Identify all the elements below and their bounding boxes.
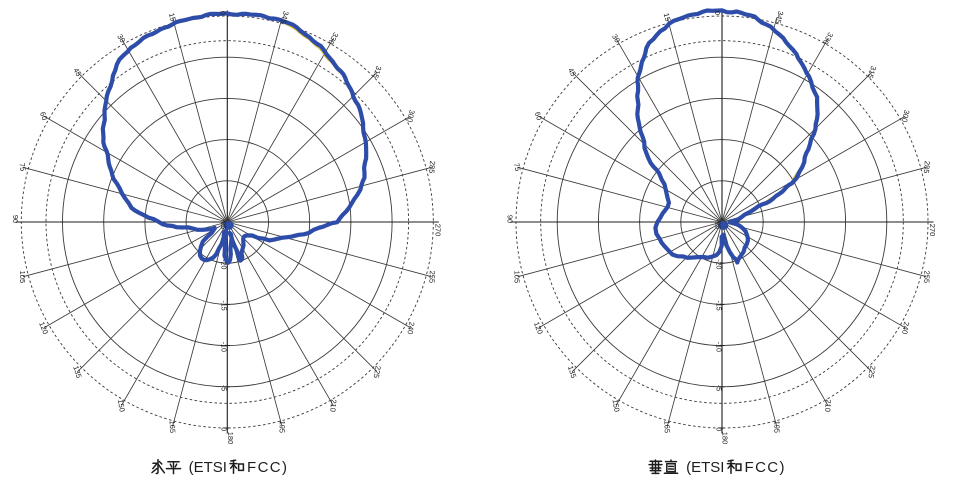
svg-text:270: 270: [928, 224, 937, 237]
svg-text:255: 255: [922, 270, 931, 283]
svg-text:75: 75: [512, 162, 522, 172]
svg-text:270: 270: [433, 224, 442, 237]
svg-text:345: 345: [279, 10, 291, 24]
svg-text:FCC): FCC): [745, 459, 786, 476]
svg-text:135: 135: [566, 365, 578, 380]
svg-text:180: 180: [226, 432, 235, 445]
svg-text:FCC): FCC): [247, 459, 288, 476]
svg-text:300: 300: [900, 109, 912, 123]
svg-text:0: 0: [220, 427, 227, 431]
svg-text:90: 90: [506, 215, 515, 223]
svg-text:225: 225: [866, 365, 877, 379]
svg-text:195: 195: [277, 420, 286, 433]
svg-text:150: 150: [610, 399, 621, 413]
svg-text:285: 285: [922, 160, 932, 173]
svg-text:15: 15: [167, 12, 178, 22]
svg-text:-15: -15: [220, 301, 227, 311]
svg-text:-5: -5: [714, 385, 721, 391]
svg-text:(ETSI: (ETSI: [686, 459, 724, 476]
svg-text:0: 0: [218, 11, 227, 15]
svg-text:120: 120: [532, 321, 545, 336]
svg-text:105: 105: [18, 271, 27, 284]
svg-text:210: 210: [823, 399, 833, 412]
svg-text:165: 165: [662, 420, 671, 433]
svg-text:30: 30: [610, 33, 622, 45]
svg-text:0: 0: [714, 427, 721, 431]
svg-text:0: 0: [713, 11, 722, 15]
svg-text:(ETSI: (ETSI: [189, 459, 227, 476]
svg-text:285: 285: [427, 160, 437, 173]
svg-text:300: 300: [405, 109, 417, 123]
svg-text:-5: -5: [220, 385, 227, 391]
svg-text:-25: -25: [714, 219, 721, 229]
svg-text:195: 195: [772, 420, 781, 433]
svg-text:30: 30: [115, 33, 127, 45]
svg-text:-25: -25: [219, 219, 226, 229]
svg-text:75: 75: [17, 162, 27, 172]
svg-text:-20: -20: [714, 259, 721, 269]
svg-text:-20: -20: [220, 259, 227, 269]
svg-text:45: 45: [566, 66, 578, 78]
svg-text:210: 210: [328, 399, 338, 412]
svg-text:345: 345: [773, 10, 785, 24]
svg-text:90: 90: [11, 215, 20, 223]
svg-text:15: 15: [662, 12, 673, 22]
svg-text:165: 165: [168, 420, 177, 433]
svg-text:-10: -10: [220, 342, 227, 352]
svg-text:225: 225: [372, 365, 383, 379]
svg-text:315: 315: [866, 65, 878, 80]
svg-text:45: 45: [71, 66, 83, 78]
svg-text:315: 315: [371, 65, 383, 80]
svg-text:120: 120: [37, 321, 50, 336]
svg-text:-10: -10: [714, 342, 721, 352]
svg-text:255: 255: [427, 270, 436, 283]
svg-text:105: 105: [513, 271, 522, 284]
svg-text:60: 60: [38, 111, 49, 122]
svg-text:240: 240: [900, 321, 911, 335]
svg-text:60: 60: [533, 111, 544, 122]
svg-text:150: 150: [116, 399, 127, 413]
svg-text:135: 135: [71, 365, 83, 380]
svg-text:-15: -15: [714, 301, 721, 311]
svg-text:180: 180: [721, 432, 730, 445]
svg-text:240: 240: [405, 321, 416, 335]
